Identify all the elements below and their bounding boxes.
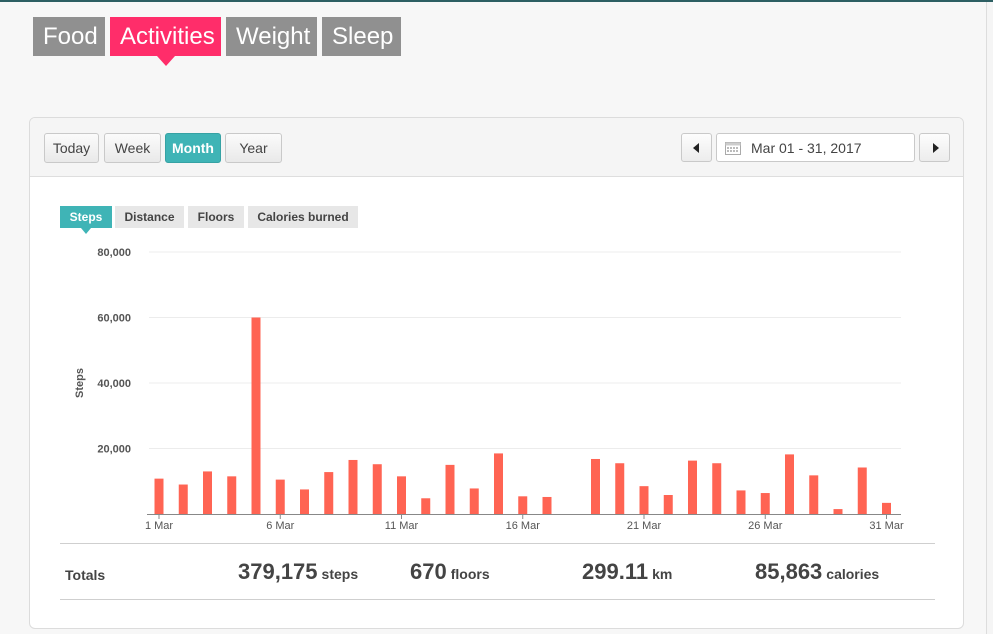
- x-tick-label: 1 Mar: [145, 520, 173, 532]
- y-tick-label: 20,000: [97, 444, 131, 456]
- bar-day-17: [542, 496, 552, 514]
- total-steps-value: 379,175: [238, 559, 318, 584]
- bar-day-10: [372, 464, 382, 514]
- panel-header: Today Week Month Year Mar 01 - 31, 2017: [30, 118, 963, 177]
- total-floors-unit: floors: [450, 566, 490, 582]
- bar-day-25: [736, 490, 746, 514]
- x-tick-label: 21 Mar: [627, 520, 662, 532]
- x-tick-label: 16 Mar: [506, 520, 541, 532]
- arrow-left-icon: [693, 143, 699, 153]
- bar-day-14: [469, 488, 479, 514]
- metric-tab-distance[interactable]: Distance: [115, 206, 184, 228]
- bar-day-15: [494, 453, 503, 514]
- previous-period-button[interactable]: [681, 133, 712, 162]
- bar-day-9: [348, 459, 358, 514]
- total-distance: 299.11 km: [582, 559, 672, 585]
- y-axis-label: Steps: [74, 368, 86, 398]
- x-tick-label: 26 Mar: [748, 520, 783, 532]
- bar-day-30: [857, 467, 867, 514]
- total-distance-value: 299.11: [582, 559, 649, 584]
- bar-day-23: [688, 460, 697, 514]
- bar-day-11: [397, 476, 406, 514]
- bar-day-29: [833, 509, 843, 514]
- arrow-right-icon: [933, 143, 939, 153]
- bar-day-27: [785, 454, 794, 514]
- bar-day-31: [882, 502, 891, 514]
- steps-bar-chart: 20,000 40,000 60,000 80,000 Steps 1 Mar 6 Mar 1…: [74, 247, 904, 532]
- total-calories-unit: calories: [826, 566, 880, 582]
- bar-day-19: [591, 458, 600, 514]
- x-tick-label: 31 Mar: [869, 520, 904, 532]
- bar-day-21: [639, 486, 649, 514]
- bar-day-13: [445, 464, 455, 514]
- totals-divider-bottom: [60, 599, 935, 600]
- metric-tab-floors[interactable]: Floors: [188, 206, 244, 228]
- metric-tab-calories-burned[interactable]: Calories burned: [248, 206, 358, 228]
- tab-activities[interactable]: Activities: [110, 17, 221, 66]
- bar-day-1: [154, 478, 164, 514]
- y-tick-label: 60,000: [97, 313, 131, 325]
- bar-day-28: [809, 475, 819, 514]
- bar-day-6: [275, 479, 285, 514]
- y-tick-label: 40,000: [97, 378, 131, 390]
- x-tick-label: 11 Mar: [385, 520, 419, 532]
- bar-day-4: [227, 476, 237, 514]
- activity-panel: Today Week Month Year Mar 01 - 31, 2017 …: [29, 117, 964, 629]
- total-calories-value: 85,863: [755, 559, 823, 584]
- bar-day-24: [712, 463, 722, 514]
- tab-sleep[interactable]: Sleep: [322, 17, 401, 56]
- calendar-icon: [725, 142, 741, 155]
- y-tick-label: 80,000: [97, 247, 131, 259]
- total-floors: 670 floors: [410, 559, 490, 585]
- period-week-button[interactable]: Week: [104, 133, 161, 163]
- x-tick-label: 6 Mar: [266, 520, 294, 532]
- total-steps: 379,175 steps: [238, 559, 358, 585]
- date-range-field[interactable]: Mar 01 - 31, 2017: [716, 133, 915, 162]
- bar-day-12: [421, 498, 431, 514]
- bar-day-5: [251, 317, 261, 514]
- totals-divider-top: [60, 543, 935, 544]
- top-accent-line: [0, 0, 993, 2]
- bar-day-2: [178, 484, 188, 514]
- date-range-text: Mar 01 - 31, 2017: [751, 140, 862, 156]
- next-period-button[interactable]: [919, 133, 950, 162]
- tab-food[interactable]: Food: [33, 17, 105, 56]
- total-floors-value: 670: [410, 559, 447, 584]
- period-month-button[interactable]: Month: [165, 133, 221, 163]
- bar-day-16: [518, 496, 528, 514]
- period-year-button[interactable]: Year: [225, 133, 282, 163]
- metric-tab-steps[interactable]: Steps: [60, 206, 112, 234]
- bar-day-20: [615, 463, 625, 514]
- bar-day-3: [203, 471, 212, 514]
- bar-day-22: [663, 495, 673, 514]
- period-today-button[interactable]: Today: [44, 133, 99, 163]
- total-distance-unit: km: [652, 566, 673, 582]
- tab-weight[interactable]: Weight: [226, 17, 317, 56]
- bar-day-7: [300, 489, 309, 514]
- total-steps-unit: steps: [321, 566, 359, 582]
- total-calories: 85,863 calories: [755, 559, 879, 585]
- totals-label: Totals: [65, 567, 106, 583]
- bar-day-26: [760, 493, 770, 514]
- bar-day-8: [324, 472, 334, 514]
